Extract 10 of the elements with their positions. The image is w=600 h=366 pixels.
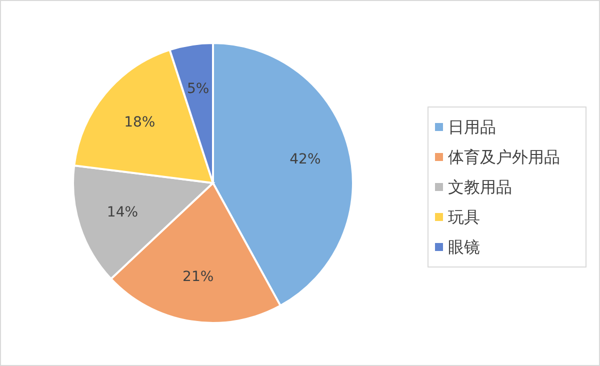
legend-label: 文教用品 — [448, 178, 512, 196]
data-label: 21% — [182, 269, 214, 286]
legend-label: 眼镜 — [448, 238, 480, 256]
data-label: 14% — [106, 204, 138, 220]
data-label: 5% — [187, 80, 210, 97]
data-label: 42% — [290, 151, 321, 168]
data-label: 18% — [124, 114, 156, 130]
legend-label: 体育及户外用品 — [448, 148, 560, 166]
legend-label: 玩具 — [448, 208, 480, 226]
legend-label: 日用品 — [448, 118, 496, 136]
